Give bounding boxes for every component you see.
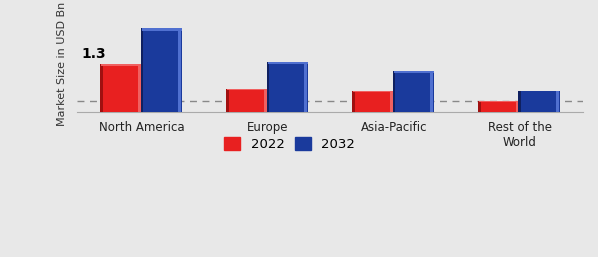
Bar	[556, 90, 559, 112]
Bar	[393, 71, 434, 73]
Bar	[264, 89, 267, 112]
Bar	[480, 101, 520, 102]
Bar	[142, 28, 182, 31]
Bar	[138, 64, 141, 112]
Bar	[227, 89, 268, 112]
Bar	[102, 64, 142, 112]
Y-axis label: Market Size in USD Bn: Market Size in USD Bn	[57, 2, 67, 126]
Bar	[480, 101, 520, 112]
Bar	[268, 62, 308, 112]
Bar	[142, 28, 182, 112]
Bar	[478, 101, 481, 112]
Bar	[268, 62, 308, 64]
Bar	[390, 91, 392, 112]
Bar	[520, 90, 560, 91]
Bar	[352, 91, 355, 112]
Bar	[518, 90, 521, 112]
Bar	[353, 91, 393, 112]
Bar	[178, 28, 181, 112]
Bar	[227, 89, 268, 90]
Legend: 2022, 2032: 2022, 2032	[219, 132, 361, 156]
Bar	[141, 28, 143, 112]
Bar	[392, 71, 395, 112]
Bar	[393, 71, 434, 112]
Bar	[226, 89, 228, 112]
Bar	[267, 62, 269, 112]
Bar	[516, 101, 518, 112]
Bar	[304, 62, 307, 112]
Bar	[100, 64, 103, 112]
Bar	[520, 90, 560, 112]
Bar	[431, 71, 433, 112]
Text: 1.3: 1.3	[81, 47, 106, 61]
Bar	[353, 91, 393, 92]
Bar	[102, 64, 142, 66]
